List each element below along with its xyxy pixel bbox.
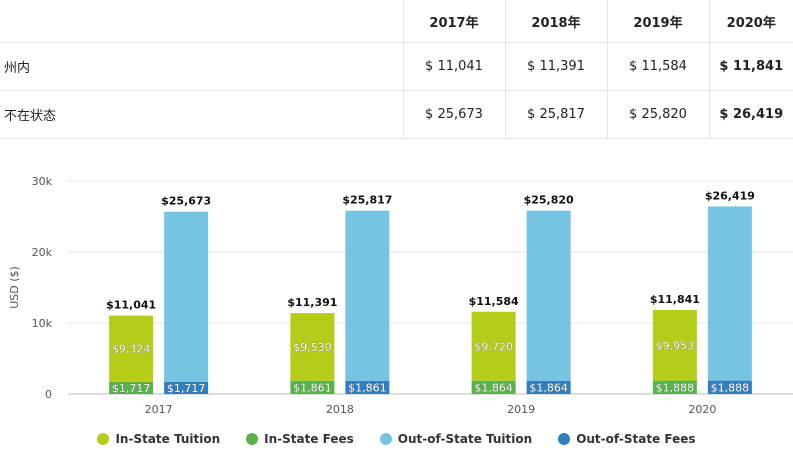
- table-cell: $ 25,673: [402, 90, 505, 139]
- column-header: 2019年: [606, 0, 709, 43]
- total-label: $25,817: [342, 194, 392, 207]
- y-tick-label: 0: [45, 388, 52, 401]
- row-label: 州内: [0, 42, 403, 91]
- total-label: $25,673: [161, 195, 211, 208]
- table-cell: $ 11,041: [402, 42, 505, 91]
- bar-segment[interactable]: [471, 311, 516, 381]
- legend-swatch: [246, 433, 259, 445]
- column-header: 2018年: [504, 0, 607, 43]
- table-row: 州内 $ 11,041 $ 11,391 $ 11,584 $ 11,841: [0, 42, 793, 91]
- bar-segment[interactable]: [290, 380, 335, 394]
- legend-swatch: [558, 433, 571, 445]
- x-tick-label: 2020: [688, 403, 716, 416]
- total-label: $25,820: [524, 194, 574, 207]
- data-label: $1,717: [167, 382, 206, 395]
- bar-segment[interactable]: [652, 309, 697, 381]
- table-cell: $ 11,584: [606, 42, 709, 91]
- data-label: $1,888: [656, 381, 695, 394]
- table-corner-cell: [0, 0, 403, 43]
- legend-label: In-State Tuition: [115, 432, 221, 446]
- legend-item[interactable]: In-State Tuition: [97, 432, 220, 446]
- total-label: $11,841: [650, 293, 700, 306]
- data-label: $1,717: [112, 382, 151, 395]
- column-header: 2020年: [708, 0, 793, 43]
- legend-item[interactable]: In-State Fees: [246, 432, 354, 446]
- tuition-table: 2017年 2018年 2019年 2020年 州内 $ 11,041 $ 11…: [0, 0, 793, 139]
- bar-segment[interactable]: [345, 380, 390, 394]
- bar-segment[interactable]: [526, 210, 571, 381]
- y-tick-label: 30k: [32, 175, 53, 188]
- data-label: $1,888: [711, 381, 750, 394]
- table-cell: $ 26,419: [708, 90, 793, 139]
- legend-label: In-State Fees: [264, 432, 354, 446]
- data-label: $1,864: [529, 381, 568, 394]
- total-label: $11,391: [287, 296, 337, 309]
- bar-segment[interactable]: [109, 381, 154, 394]
- data-label: $1,864: [474, 381, 513, 394]
- bar-segment[interactable]: [707, 206, 752, 381]
- total-label: $11,041: [106, 299, 156, 312]
- data-label: $9,720: [474, 340, 513, 353]
- x-tick-label: 2018: [326, 403, 354, 416]
- legend-swatch: [379, 433, 392, 445]
- bar-segment[interactable]: [164, 211, 209, 382]
- table-cell: $ 25,817: [504, 90, 607, 139]
- data-label: $9,530: [293, 341, 332, 354]
- tuition-bar-chart: 0 10k 20k 30k USD ($) 2017 $1,717 $9,324 $11,041…: [8, 175, 793, 416]
- table-row: 不在状态 $ 25,673 $ 25,817 $ 25,820 $ 26,419: [0, 90, 793, 139]
- table-cell: $ 11,391: [504, 42, 607, 91]
- x-tick-label: 2019: [507, 403, 535, 416]
- y-axis-label: USD ($): [8, 266, 21, 309]
- legend-swatch: [97, 433, 110, 445]
- row-label: 不在状态: [0, 90, 403, 139]
- chart-legend: In-State Tuition In-State Fees Out-of-St…: [0, 432, 793, 446]
- bar-segment[interactable]: [471, 380, 516, 394]
- bar-segment[interactable]: [345, 210, 390, 381]
- table-cell: $ 25,820: [606, 90, 709, 139]
- total-label: $26,419: [705, 189, 755, 202]
- legend-label: Out-of-State Fees: [576, 432, 696, 446]
- data-label: $1,861: [293, 381, 332, 394]
- data-label: $9,324: [112, 343, 151, 356]
- data-label: $9,953: [656, 339, 695, 352]
- bar-segment[interactable]: [707, 380, 752, 394]
- bar-segment[interactable]: [109, 315, 154, 382]
- x-tick-label: 2017: [145, 403, 173, 416]
- legend-label: Out-of-State Tuition: [397, 432, 533, 446]
- y-tick-label: 20k: [32, 246, 53, 259]
- bar-segment[interactable]: [652, 380, 697, 394]
- total-label: $11,584: [469, 295, 519, 308]
- column-header: 2017年: [402, 0, 505, 43]
- data-label: $1,861: [348, 381, 387, 394]
- bar-segment[interactable]: [164, 381, 209, 394]
- y-tick-label: 10k: [32, 317, 53, 330]
- legend-item[interactable]: Out-of-State Tuition: [379, 432, 533, 446]
- table-header-row: 2017年 2018年 2019年 2020年: [0, 0, 793, 43]
- bar-segment[interactable]: [526, 380, 571, 394]
- legend-item[interactable]: Out-of-State Fees: [558, 432, 696, 446]
- table-cell: $ 11,841: [708, 42, 793, 91]
- bar-segment[interactable]: [290, 313, 335, 381]
